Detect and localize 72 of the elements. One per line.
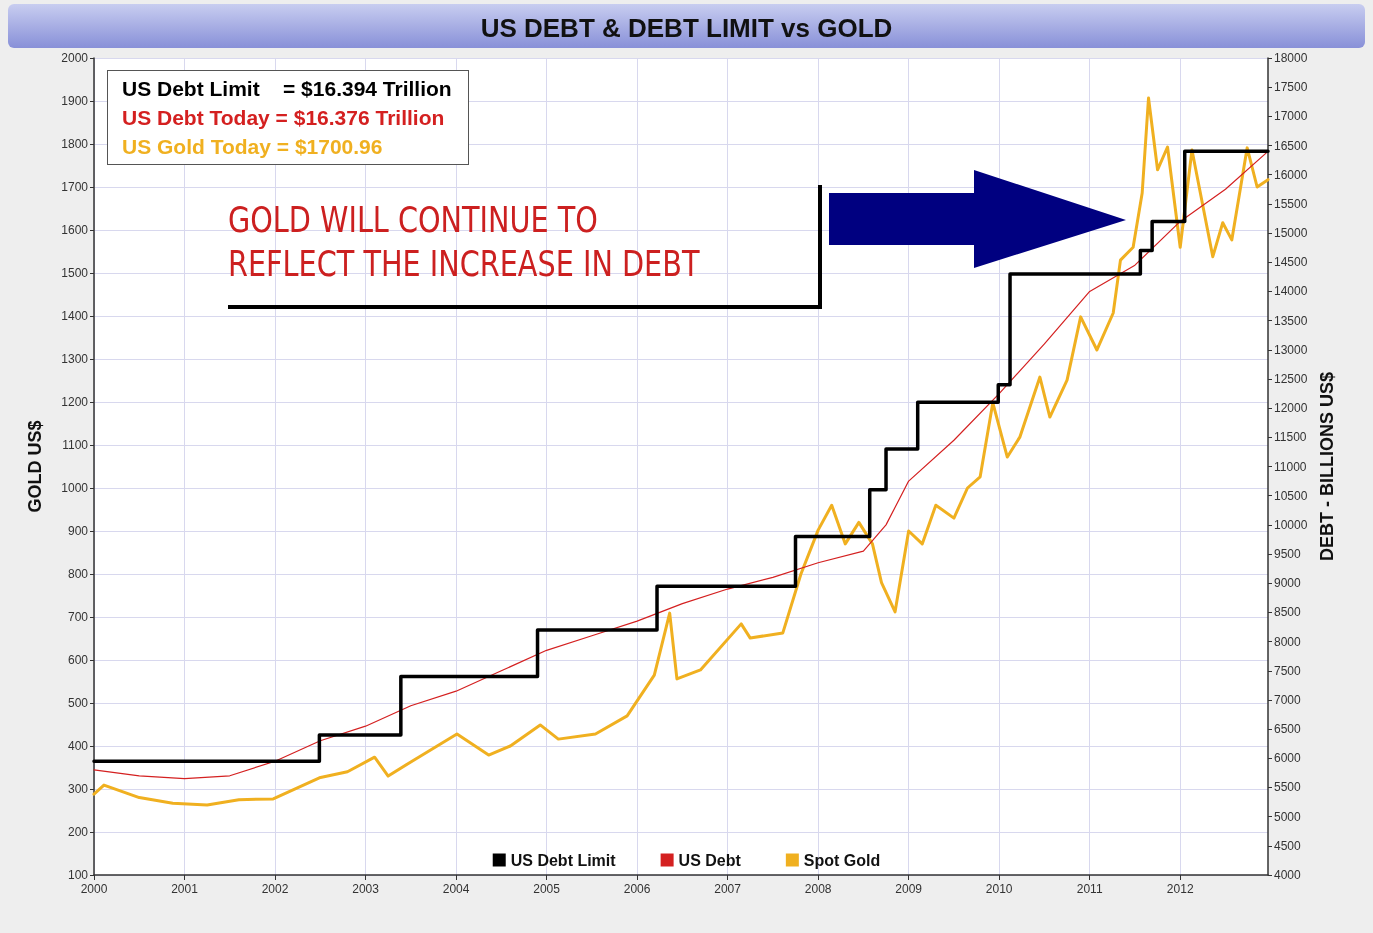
x-tick-label: 2011 <box>1076 882 1103 896</box>
x-tick-label: 2010 <box>985 882 1013 896</box>
x-tick-label: 2003 <box>352 882 380 896</box>
x-tick-label: 2006 <box>623 882 651 896</box>
y2-tick-label: 4500 <box>1274 838 1302 853</box>
y-tick-label: 800 <box>67 567 89 581</box>
y-tick-label: 1100 <box>62 438 89 452</box>
y2-tick-label: 18000 <box>1274 51 1308 65</box>
annotation: US Debt Limit = $16.394 Trillion <box>122 76 452 102</box>
y-tick-label: 1700 <box>61 180 89 194</box>
y2-tick-label: 14000 <box>1274 284 1308 299</box>
y2-tick-label: 9000 <box>1274 576 1302 591</box>
legend-label: US Debt Limit <box>510 851 617 869</box>
y2-tick-label: 9500 <box>1274 547 1302 562</box>
y2-tick-label: 16500 <box>1274 138 1308 153</box>
y-tick-label: 1300 <box>61 352 89 366</box>
x-tick-label: 2000 <box>80 882 108 896</box>
x-tick-label: 2007 <box>714 882 742 896</box>
x-tick-label: 2004 <box>442 882 470 896</box>
y-tick-label: 600 <box>67 653 89 667</box>
legend-label: US Debt <box>678 851 742 869</box>
y-tick-label: 100 <box>67 868 89 882</box>
y-tick-label: 200 <box>67 825 89 839</box>
y2-tick-label: 5500 <box>1274 780 1302 795</box>
annotation: GOLD WILL CONTINUE TO REFLECT THE INCREASE IN DEBT <box>228 199 700 286</box>
x-tick-label: 2012 <box>1166 882 1194 896</box>
y2-tick-label: 10500 <box>1274 488 1308 503</box>
y2-tick-label: 5000 <box>1274 809 1302 824</box>
y2-tick-label: 6000 <box>1274 751 1302 766</box>
y2-tick-label: 12000 <box>1274 401 1308 416</box>
chart-title: US DEBT & DEBT LIMIT vs GOLD <box>480 13 893 43</box>
x-tick-label: 2008 <box>804 882 832 896</box>
y2-tick-label: 16000 <box>1274 167 1308 182</box>
y-tick-label: 1200 <box>61 395 89 409</box>
y2-tick-label: 7000 <box>1274 692 1302 707</box>
annotation: US Debt Today = $16.376 Trillion <box>122 105 446 131</box>
x-tick-label: 2005 <box>533 882 561 896</box>
y2-tick-label: 13000 <box>1274 342 1308 357</box>
y-tick-label: 1900 <box>61 94 89 108</box>
y2-axis-title: DEBT - BILLIONS US$ <box>1317 371 1338 562</box>
y-tick-label: 1400 <box>61 309 89 323</box>
y-tick-label: 900 <box>67 524 89 538</box>
y2-tick-label: 10000 <box>1274 517 1308 532</box>
y2-tick-label: 15000 <box>1274 226 1308 241</box>
y2-tick-label: 12500 <box>1274 371 1308 386</box>
y2-tick-label: 17000 <box>1274 109 1308 124</box>
y-tick-label: 500 <box>67 696 89 710</box>
x-tick-label: 2009 <box>895 882 923 896</box>
y2-tick-label: 17500 <box>1274 80 1308 95</box>
y2-tick-label: 15500 <box>1274 196 1308 211</box>
y-axis-title: GOLD US$ <box>25 420 45 513</box>
annotation: US Gold Today = $1700.96 <box>122 134 384 160</box>
y-tick-label: 300 <box>67 782 89 796</box>
y-tick-label: 1600 <box>61 223 89 237</box>
x-tick-label: 2002 <box>261 882 289 896</box>
y2-tick-label: 7500 <box>1274 663 1302 678</box>
y2-tick-label: 8500 <box>1274 605 1302 620</box>
y-tick-label: 1000 <box>61 481 89 495</box>
y2-tick-label: 8000 <box>1274 634 1302 649</box>
y2-tick-label: 11500 <box>1274 430 1307 445</box>
y2-tick-label: 13500 <box>1274 313 1308 328</box>
y2-tick-label: 6500 <box>1274 722 1302 737</box>
y-tick-label: 1800 <box>61 137 89 151</box>
y-tick-label: 400 <box>67 739 89 753</box>
y2-tick-label: 11000 <box>1274 459 1307 474</box>
y2-tick-label: 14500 <box>1274 255 1308 270</box>
x-tick-label: 2001 <box>171 882 199 896</box>
y-tick-label: 700 <box>67 610 89 624</box>
y-tick-label: 2000 <box>61 51 89 65</box>
y-tick-label: 1500 <box>61 266 89 280</box>
legend-label: Spot Gold <box>803 851 881 869</box>
y2-tick-label: 4000 <box>1274 868 1302 882</box>
